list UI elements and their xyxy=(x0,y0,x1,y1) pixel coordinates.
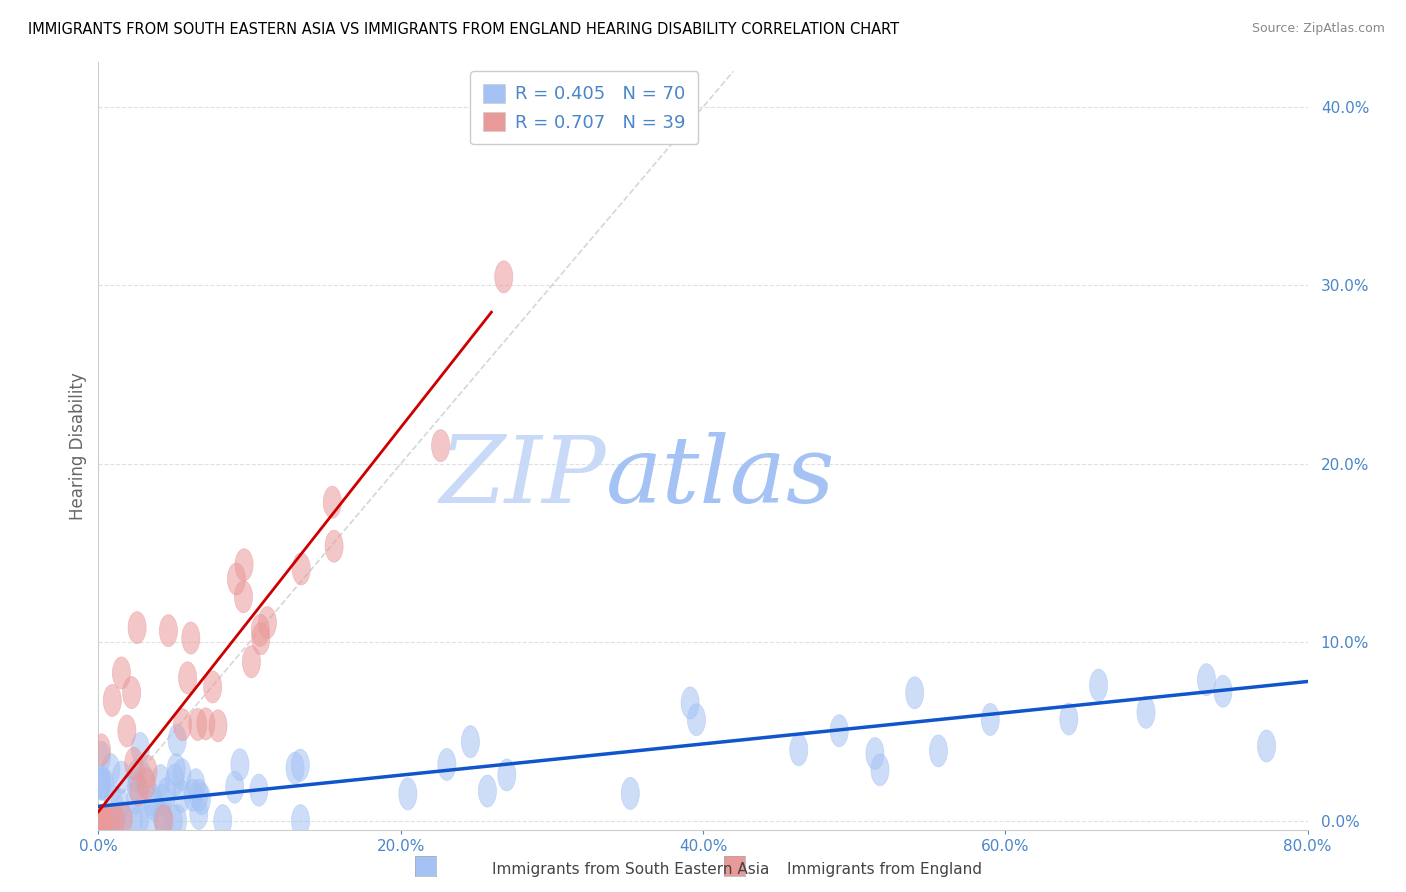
Text: IMMIGRANTS FROM SOUTH EASTERN ASIA VS IMMIGRANTS FROM ENGLAND HEARING DISABILITY: IMMIGRANTS FROM SOUTH EASTERN ASIA VS IM… xyxy=(28,22,900,37)
Text: Immigrants from South Eastern Asia: Immigrants from South Eastern Asia xyxy=(492,863,769,877)
Text: atlas: atlas xyxy=(606,432,835,522)
Text: Source: ZipAtlas.com: Source: ZipAtlas.com xyxy=(1251,22,1385,36)
Legend: R = 0.405   N = 70, R = 0.707   N = 39: R = 0.405 N = 70, R = 0.707 N = 39 xyxy=(470,71,699,145)
Text: Immigrants from England: Immigrants from England xyxy=(787,863,983,877)
Text: ZIP: ZIP xyxy=(440,432,606,522)
Y-axis label: Hearing Disability: Hearing Disability xyxy=(69,372,87,520)
